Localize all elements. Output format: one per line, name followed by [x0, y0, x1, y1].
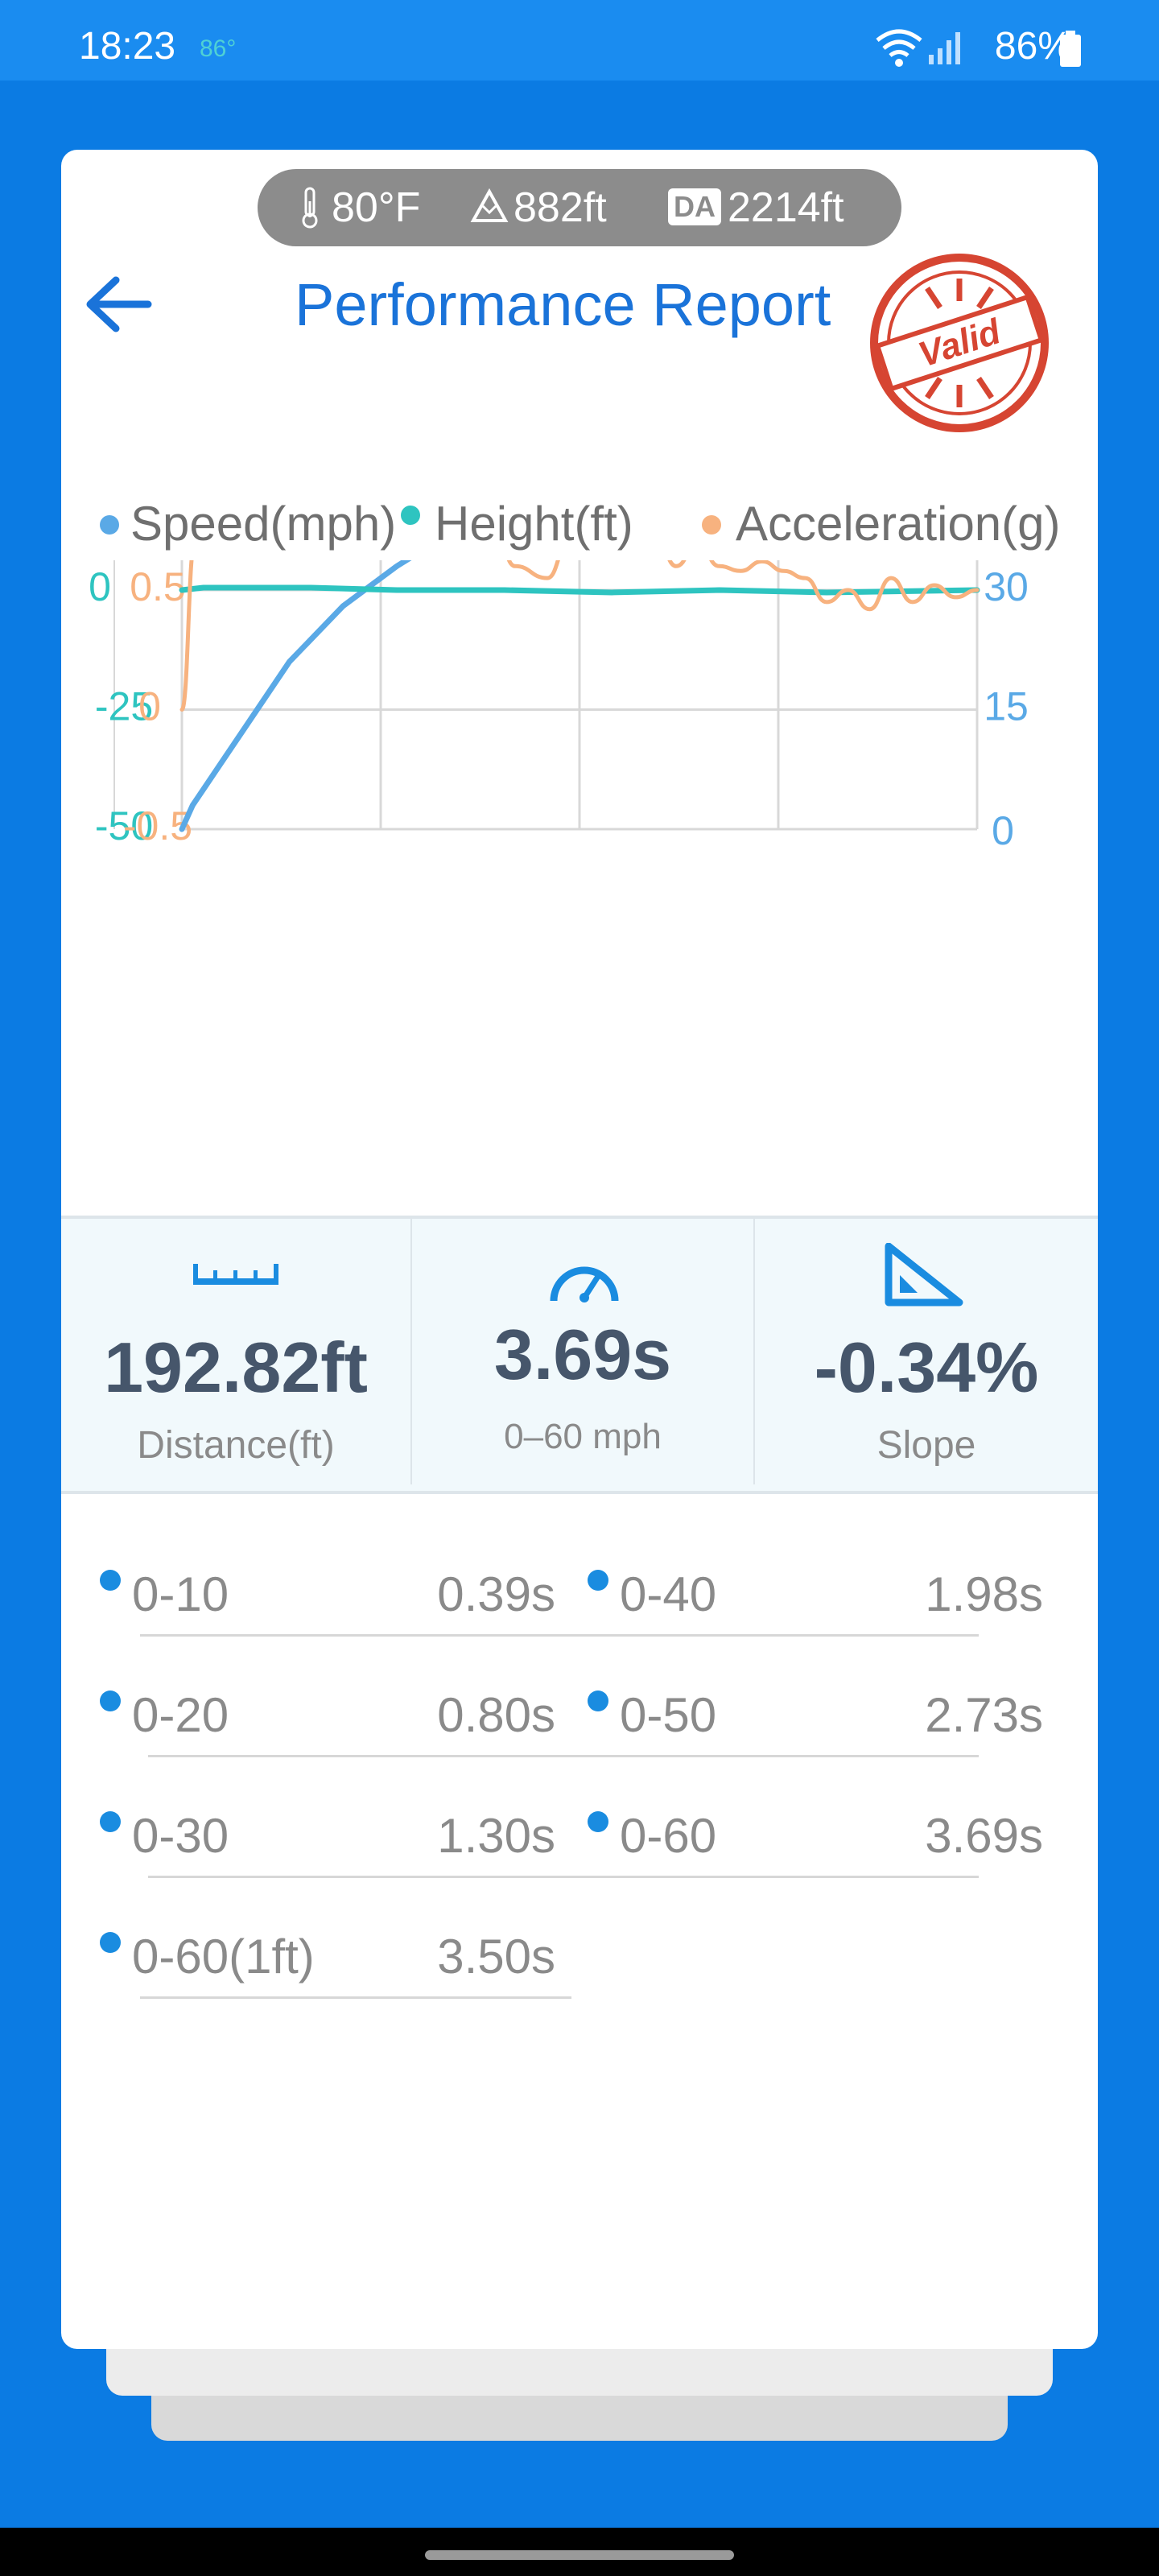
- split-row: 0-40 1.98s: [148, 1542, 1051, 1663]
- stats-panel: 192.82ft Distance(ft) 3.69s 0–60 mph -0.…: [61, 1216, 1098, 1494]
- battery-icon: [1060, 31, 1081, 67]
- page-title: Performance Report: [295, 271, 831, 338]
- series-line-speedmph: [179, 560, 412, 832]
- stat-distance: 192.82ft Distance(ft): [61, 1219, 410, 1491]
- row-divider: [140, 1996, 571, 1999]
- time-value: 3.69s: [493, 1315, 672, 1394]
- distance-label: Distance(ft): [137, 1424, 335, 1467]
- legend-dot-acceleration: [702, 515, 721, 535]
- legend-height: Height(ft): [435, 497, 633, 551]
- split-label: 0-60(1ft): [132, 1930, 315, 1984]
- legend-dot-speed: [100, 515, 119, 535]
- split-row: 0-60(1ft) 3.50s: [100, 1905, 571, 2025]
- legend-speed: Speed(mph): [130, 497, 397, 551]
- tick-label-speed: 0: [992, 808, 1014, 853]
- ruler-icon: [193, 1264, 278, 1285]
- split-label: 0-10: [132, 1567, 229, 1621]
- performance-chart: 50250-25-501.510.50-0.5604530150: [89, 560, 1029, 853]
- elevation-value: 882ft: [514, 184, 607, 231]
- bullet-dot: [588, 1570, 608, 1591]
- split-row: 0-10 0.39s: [100, 1542, 571, 1663]
- mountain-icon: [470, 188, 509, 222]
- time-label: 0–60 mph: [504, 1417, 662, 1456]
- row-divider: [148, 1876, 979, 1878]
- split-value: 0.39s: [437, 1567, 555, 1621]
- slope-label: Slope: [876, 1424, 976, 1467]
- slope-value: -0.34%: [814, 1327, 1039, 1407]
- stat-time: 3.69s 0–60 mph: [412, 1219, 753, 1491]
- bullet-dot: [100, 1811, 121, 1832]
- status-temperature: 86°: [200, 35, 237, 62]
- valid-stamp: Valid: [870, 254, 1049, 432]
- split-row: 0-20 0.80s: [100, 1663, 563, 1784]
- temperature-value: 80°F: [332, 184, 421, 231]
- density-altitude-badge: DA: [668, 188, 721, 225]
- split-label: 0-30: [132, 1809, 229, 1863]
- split-value: 1.30s: [437, 1809, 555, 1863]
- back-arrow-icon[interactable]: [80, 270, 161, 338]
- row-divider: [148, 1755, 979, 1757]
- status-time: 18:23: [79, 25, 176, 68]
- status-bar: 18:23 86° 86%: [0, 0, 1159, 80]
- stat-slope: -0.34% Slope: [755, 1219, 1098, 1491]
- split-value: 1.98s: [925, 1567, 1043, 1621]
- split-value: 3.50s: [437, 1930, 555, 1984]
- tick-label-height: 0: [89, 564, 111, 609]
- split-label: 0-40: [620, 1567, 717, 1621]
- split-label: 0-20: [132, 1688, 229, 1742]
- split-value: 0.80s: [437, 1688, 555, 1742]
- thermometer-icon: [302, 187, 318, 229]
- bullet-dot: [100, 1570, 121, 1591]
- wifi-icon: [876, 29, 922, 67]
- divider: [410, 1219, 412, 1484]
- legend-dot-height: [401, 506, 420, 525]
- tick-label-acceleration: 0: [138, 684, 161, 729]
- chart-grid: [113, 560, 979, 831]
- bullet-dot: [588, 1811, 608, 1832]
- bullet-dot: [100, 1932, 121, 1953]
- bullet-dot: [588, 1690, 608, 1711]
- distance-value: 192.82ft: [104, 1327, 368, 1407]
- density-altitude-value: 2214ft: [728, 184, 844, 231]
- tick-label-height: -50: [95, 803, 153, 848]
- speedometer-icon: [550, 1266, 619, 1302]
- environment-pill: 80°F 882ft DA 2214ft: [258, 169, 901, 246]
- tick-label-height: -25: [95, 684, 153, 729]
- row-divider: [148, 1634, 979, 1637]
- home-gesture-handle[interactable]: [425, 2550, 734, 2560]
- chart-series: [179, 560, 980, 832]
- split-row: 0-30 1.30s: [100, 1784, 563, 1905]
- split-value: 2.73s: [925, 1688, 1043, 1742]
- divider: [753, 1219, 755, 1484]
- tick-label-speed: 30: [984, 564, 1029, 609]
- chart-legend: Speed(mph) Height(ft) Acceleration(g): [61, 491, 1098, 555]
- split-label: 0-50: [620, 1688, 717, 1742]
- chart-ticks: 50250-25-501.510.50-0.5604530150: [89, 564, 1029, 853]
- split-row: 0-50 2.73s: [148, 1663, 1051, 1784]
- battery-percent: 86%: [994, 25, 1072, 68]
- split-value: 3.69s: [925, 1809, 1043, 1863]
- slope-icon: [885, 1243, 963, 1307]
- split-row: 0-60 3.69s: [148, 1784, 1051, 1905]
- tick-label-speed: 15: [984, 684, 1029, 729]
- legend-acceleration: Acceleration(g): [736, 497, 1061, 551]
- tick-label-acceleration: 0.5: [130, 564, 186, 609]
- split-label: 0-60: [620, 1809, 717, 1863]
- series-line-heightft: [179, 584, 980, 596]
- series-line-accelerationg: [179, 560, 980, 712]
- report-card: 80°F 882ft DA 2214ft Performance Report …: [61, 150, 1098, 2349]
- signal-icon: [929, 32, 960, 64]
- bullet-dot: [100, 1690, 121, 1711]
